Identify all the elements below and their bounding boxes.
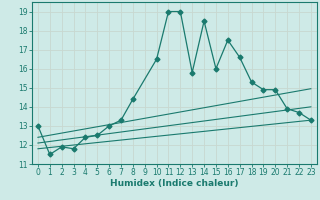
X-axis label: Humidex (Indice chaleur): Humidex (Indice chaleur) [110, 179, 239, 188]
